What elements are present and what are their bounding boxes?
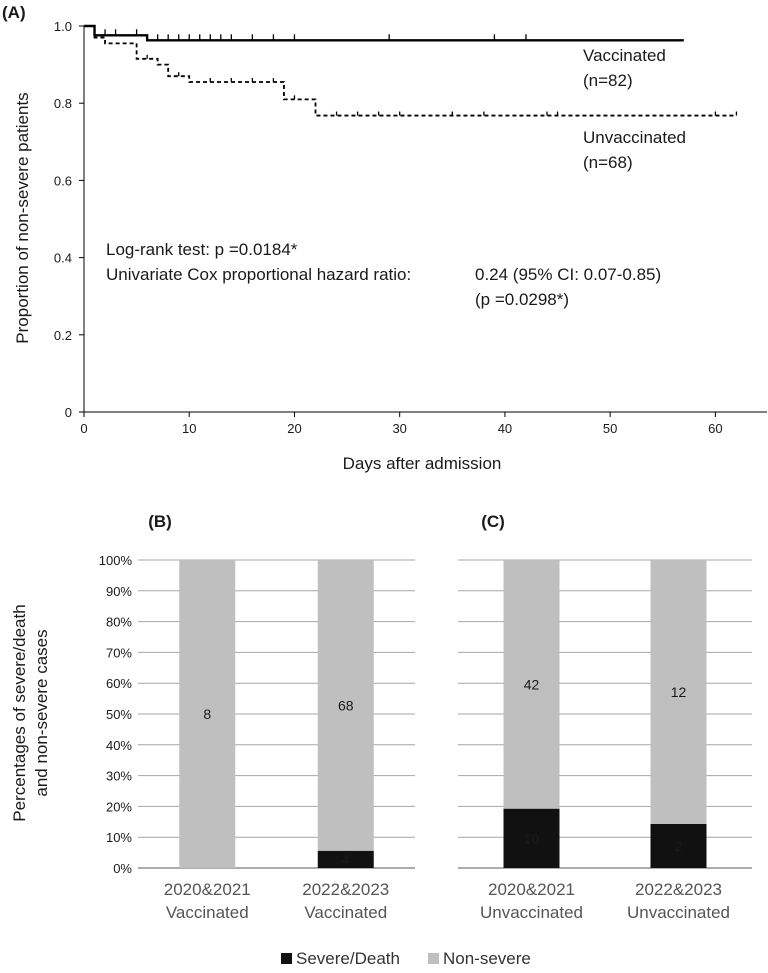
c-category-label-line1: 2020&2021 [488,880,575,899]
bar-chart-unvaccinated: 42 10 2020&2021 Unvaccinated 12 2 2022&2023 Unv… [458,559,752,922]
legend-severe-swatch [281,953,292,964]
km-y-tick-label: 0 [65,405,72,420]
c-bar-severe [503,808,560,868]
b-y-tick-label: 10% [106,830,132,845]
b-bar-non-severe [317,560,374,851]
c-label-severe: 2 [675,838,683,854]
b-y-tick-label: 50% [106,707,132,722]
c-category-label-line2: Unvaccinated [627,903,730,922]
b-y-tick-label: 0% [113,861,132,876]
km-x-tick-label: 60 [708,421,722,436]
logrank-annotation: Log-rank test: p =0.0184* [106,240,298,259]
c-category-label-line1: 2022&2023 [635,880,722,899]
km-x-tick-label: 20 [287,421,301,436]
b-y-tick-label: 30% [106,769,132,784]
b-category-label-line1: 2022&2023 [302,880,389,899]
km-chart: (A) 0 0.2 0.4 0.6 0.8 1.0 0 10 20 30 40 50 60 Days a… [2,3,767,473]
km-curves [84,24,738,117]
b-y-tick-label: 80% [106,615,132,630]
km-x-tick-label: 0 [80,421,87,436]
km-unvaccinated-curve [84,25,737,117]
km-y-tick-label: 0.2 [54,328,72,343]
c-label-non-severe: 12 [671,684,687,700]
legend-vaccinated-label: Vaccinated [583,46,666,65]
km-y-tick-label: 0.6 [54,173,72,188]
b-label-severe: 4 [342,851,350,867]
b-category-label-line2: Vaccinated [166,903,249,922]
b-category-label-line2: Vaccinated [304,903,387,922]
km-y-axis-title: Proportion of non-severe patients [13,92,32,343]
legend-unvaccinated-n: (n=68) [583,153,633,172]
c-bar-severe [650,824,707,868]
cox-p-value: (p =0.0298*) [475,290,569,309]
km-x-tick-label: 40 [498,421,512,436]
km-vaccinated-curve [84,24,684,42]
legend-severe-label: Severe/Death [296,949,400,968]
cox-label: Univariate Cox proportional hazard ratio… [106,265,411,284]
km-x-tick-label: 50 [603,421,617,436]
panel-b-label: (B) [148,512,172,531]
c-label-severe: 10 [524,830,540,846]
km-y-tick-label: 0.8 [54,96,72,111]
b-bar-severe [317,850,374,868]
bar-chart-vaccinated: 0% 10% 20% 30% 40% 50% 60% 70% 80% 90% 100% 8 2020&2… [99,553,415,922]
panel-c-label: (C) [481,512,505,531]
b-y-tick-label: 90% [106,584,132,599]
b-label-non-severe: 68 [338,697,354,713]
km-x-tick-label: 30 [392,421,406,436]
km-x-tick-label: 10 [182,421,196,436]
b-y-tick-label: 20% [106,799,132,814]
km-x-axis-title: Days after admission [343,454,502,473]
b-category-label-line1: 2020&2021 [164,880,251,899]
legend-unvaccinated-label: Unvaccinated [583,128,686,147]
b-y-tick-label: 40% [106,738,132,753]
c-category-label-line2: Unvaccinated [480,903,583,922]
legend-nonsevere-label: Non-severe [443,949,531,968]
b-y-tick-label: 70% [106,645,132,660]
bar-legend: Severe/Death Non-severe [281,949,531,968]
km-axes: 0 0.2 0.4 0.6 0.8 1.0 0 10 20 30 40 50 60 [54,19,767,436]
cox-hazard-ratio: 0.24 (95% CI: 0.07-0.85) [475,265,661,284]
c-bar-non-severe [650,560,707,824]
b-y-tick-label: 100% [99,553,133,568]
b-y-tick-label: 60% [106,676,132,691]
bar-y-axis-title-line2: and non-severe cases [32,629,51,796]
c-bar-non-severe [503,560,560,809]
km-y-tick-label: 0.4 [54,251,72,266]
panel-a-label: (A) [2,3,26,22]
b-label-non-severe: 8 [203,706,211,722]
bar-y-axis-title-line1: Percentages of severe/death [10,604,29,821]
km-y-tick-label: 1.0 [54,19,72,34]
c-label-non-severe: 42 [524,676,540,692]
legend-vaccinated-n: (n=82) [583,71,633,90]
b-bar-non-severe [179,560,236,868]
legend-nonsevere-swatch [428,953,439,964]
